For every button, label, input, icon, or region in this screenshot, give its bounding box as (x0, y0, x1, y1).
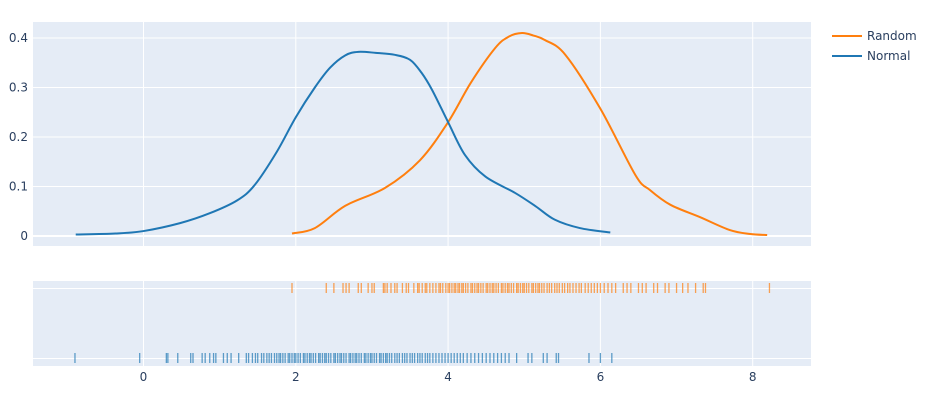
y-tick-label: 0.4 (9, 31, 28, 45)
x-tick-label: 8 (749, 370, 757, 384)
kde-plot-area[interactable] (33, 22, 811, 246)
rug-ticks (74, 283, 771, 363)
legend-label-random: Random (867, 29, 917, 43)
kde-curve-random[interactable] (291, 32, 768, 237)
legend: Random Normal (832, 29, 917, 63)
kde-curve-normal[interactable] (75, 50, 611, 236)
legend-label-normal: Normal (867, 49, 910, 63)
legend-item-random[interactable]: Random (832, 29, 917, 43)
y-axis-labels: 0 0.1 0.2 0.3 0.4 (9, 31, 28, 243)
rug-normal (74, 353, 613, 363)
gridlines (33, 22, 811, 366)
y-tick-label: 0.1 (9, 180, 28, 194)
legend-item-normal[interactable]: Normal (832, 49, 910, 63)
x-tick-label: 2 (292, 370, 300, 384)
rug-plot-area[interactable] (33, 281, 811, 366)
y-tick-label: 0 (20, 229, 28, 243)
kde-curves (75, 32, 768, 237)
x-tick-label: 6 (597, 370, 605, 384)
rug-random (291, 283, 771, 293)
x-axis-labels: 0 2 4 6 8 (140, 370, 757, 384)
y-tick-label: 0.2 (9, 130, 28, 144)
x-tick-label: 0 (140, 370, 148, 384)
x-tick-label: 4 (444, 370, 452, 384)
y-tick-label: 0.3 (9, 81, 28, 95)
